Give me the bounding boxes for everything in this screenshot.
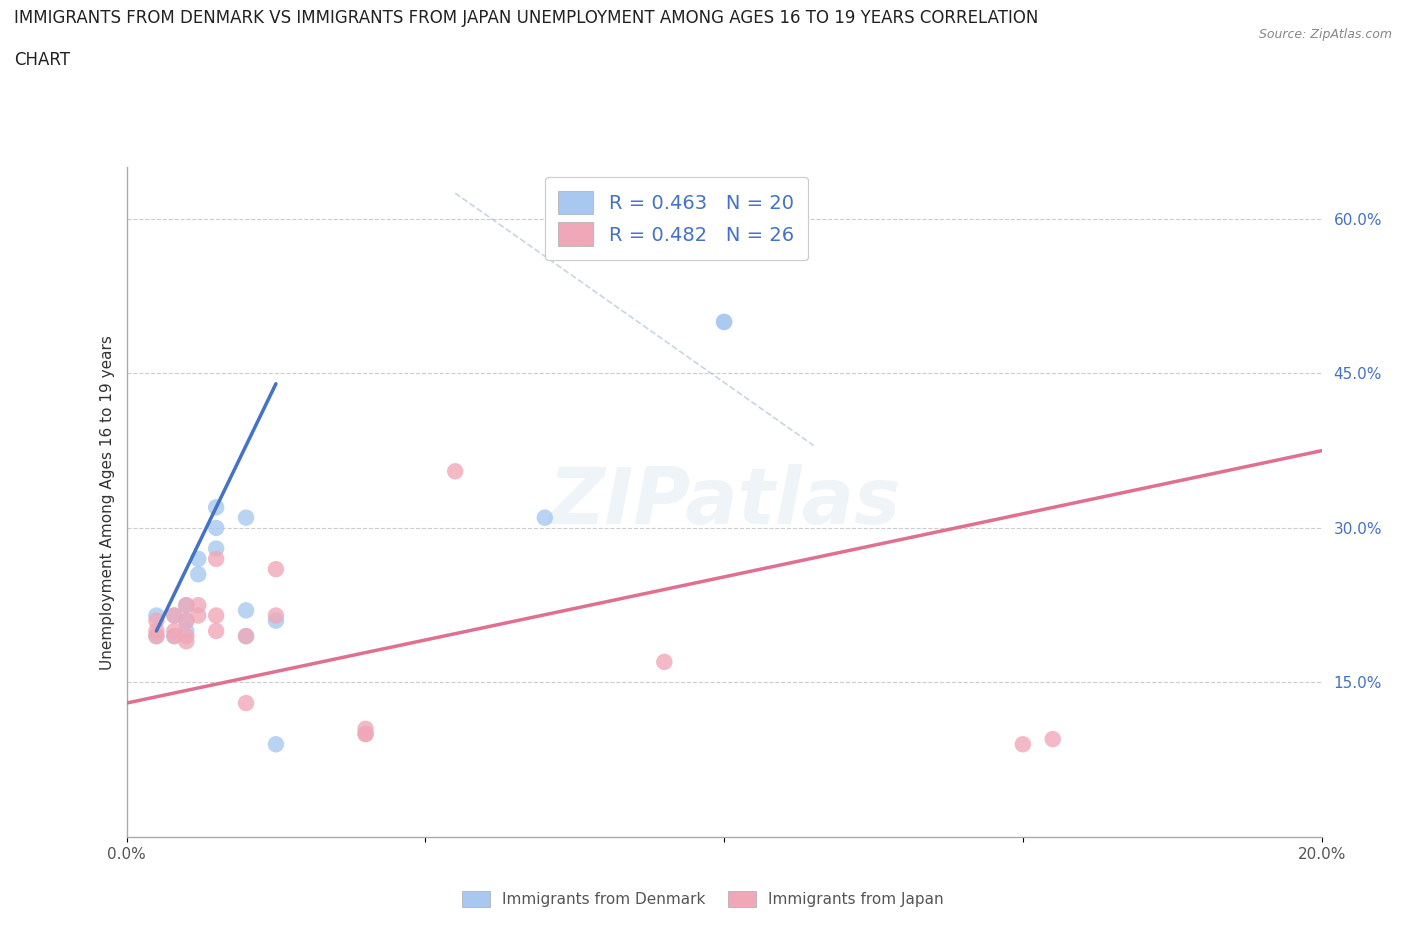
Point — [235, 629, 257, 644]
Point — [174, 613, 197, 628]
Point — [534, 511, 557, 525]
Point — [187, 551, 209, 566]
Point — [444, 464, 467, 479]
Text: CHART: CHART — [14, 51, 70, 69]
Y-axis label: Unemployment Among Ages 16 to 19 years: Unemployment Among Ages 16 to 19 years — [100, 335, 115, 670]
Point — [1011, 737, 1033, 751]
Point — [652, 655, 675, 670]
Point — [205, 521, 228, 536]
Point — [205, 608, 228, 623]
Point — [163, 623, 186, 638]
Point — [713, 314, 735, 329]
Point — [187, 598, 209, 613]
Point — [174, 629, 197, 644]
Point — [145, 623, 167, 638]
Point — [187, 567, 209, 582]
Point — [205, 551, 228, 566]
Text: ZIPatlas: ZIPatlas — [548, 464, 900, 540]
Point — [354, 726, 377, 741]
Point — [235, 511, 257, 525]
Point — [163, 629, 186, 644]
Point — [145, 608, 167, 623]
Point — [1042, 732, 1064, 747]
Point — [174, 634, 197, 649]
Point — [264, 608, 287, 623]
Point — [205, 541, 228, 556]
Point — [713, 314, 735, 329]
Text: IMMIGRANTS FROM DENMARK VS IMMIGRANTS FROM JAPAN UNEMPLOYMENT AMONG AGES 16 TO 1: IMMIGRANTS FROM DENMARK VS IMMIGRANTS FR… — [14, 9, 1039, 27]
Point — [235, 603, 257, 618]
Point — [205, 500, 228, 515]
Point — [163, 608, 186, 623]
Point — [354, 726, 377, 741]
Legend: R = 0.463   N = 20, R = 0.482   N = 26: R = 0.463 N = 20, R = 0.482 N = 26 — [546, 177, 807, 259]
Point — [235, 696, 257, 711]
Point — [163, 608, 186, 623]
Point — [163, 629, 186, 644]
Point — [145, 629, 167, 644]
Point — [264, 737, 287, 751]
Point — [145, 629, 167, 644]
Legend: Immigrants from Denmark, Immigrants from Japan: Immigrants from Denmark, Immigrants from… — [456, 884, 950, 913]
Point — [264, 613, 287, 628]
Point — [174, 613, 197, 628]
Point — [174, 623, 197, 638]
Point — [174, 598, 197, 613]
Point — [174, 598, 197, 613]
Point — [205, 623, 228, 638]
Point — [187, 608, 209, 623]
Point — [354, 722, 377, 737]
Point — [145, 613, 167, 628]
Text: Source: ZipAtlas.com: Source: ZipAtlas.com — [1258, 28, 1392, 41]
Point — [264, 562, 287, 577]
Point — [235, 629, 257, 644]
